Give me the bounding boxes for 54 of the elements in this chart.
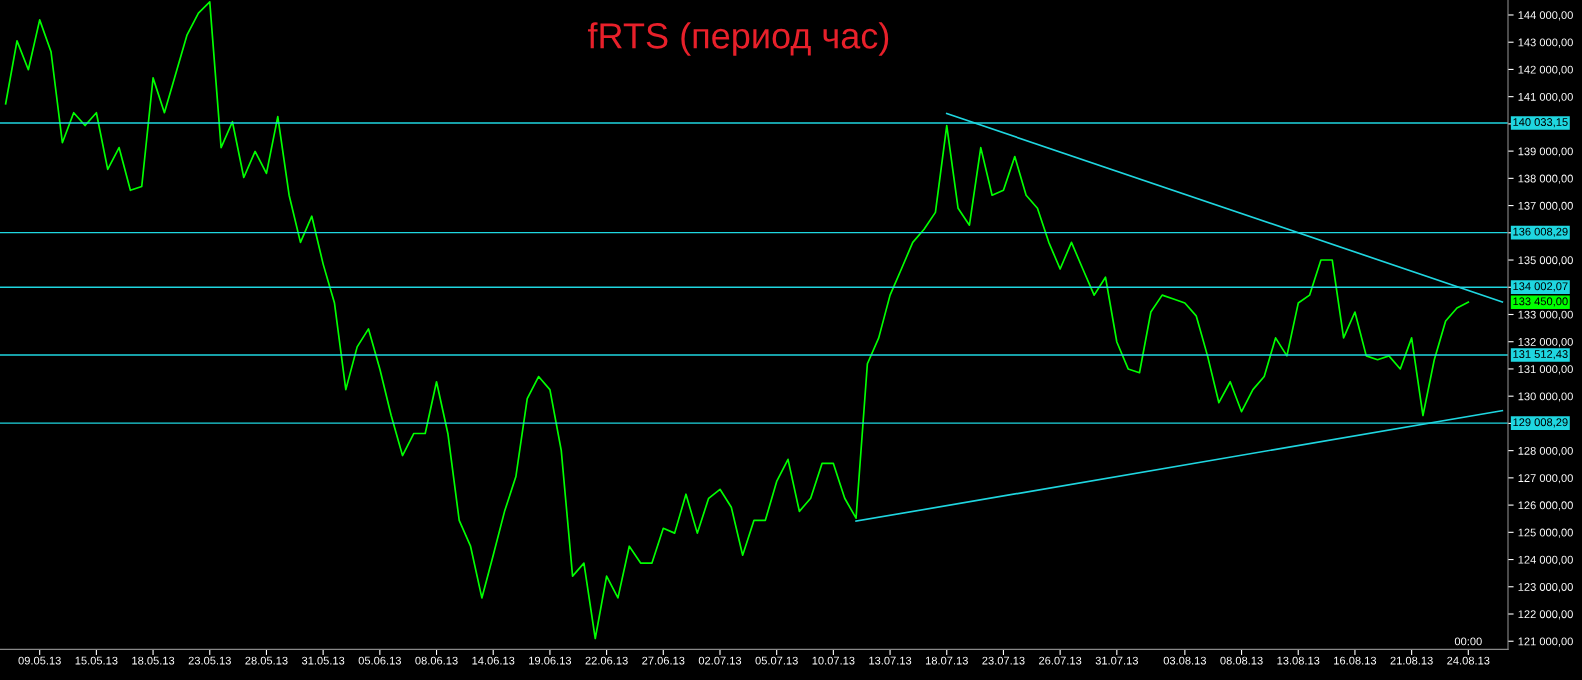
y-tick-label: 127 000,00: [1518, 474, 1573, 484]
x-tick-label: 15.05.13: [75, 656, 118, 665]
x-tick-label: 09.05.13: [18, 656, 61, 665]
x-tick-label: 31.07.13: [1095, 656, 1138, 665]
y-tick-label: 126 000,00: [1518, 501, 1573, 511]
y-tick-label: 124 000,00: [1518, 555, 1573, 565]
y-tick-label: 128 000,00: [1518, 446, 1573, 457]
y-tick-label: 132 000,00: [1518, 337, 1573, 348]
x-tick-label: 26.07.13: [1039, 656, 1082, 665]
x-tick-label: 23.07.13: [982, 656, 1025, 665]
ref-line-label: 134 002,07: [1513, 282, 1568, 292]
y-tick-label: 123 000,00: [1518, 583, 1573, 593]
y-tick-label: 144 000,00: [1518, 11, 1573, 21]
x-tick-label: 13.07.13: [869, 656, 912, 665]
x-tick-label: 14.06.13: [472, 656, 515, 665]
x-tick-label: 10.07.13: [812, 656, 855, 665]
x-tick-label: 23.05.13: [188, 656, 231, 665]
y-tick-label: 133 000,00: [1518, 310, 1573, 320]
x-tick-label: 08.06.13: [415, 656, 458, 665]
y-tick-label: 131 000,00: [1518, 365, 1573, 375]
text: 133 450,00: [1513, 297, 1568, 307]
y-tick-label: 143 000,00: [1518, 38, 1573, 48]
x-tick-label: 18.07.13: [925, 656, 968, 665]
text: fRTS (период час): [587, 22, 889, 56]
ref-line-label: 131 512,43: [1513, 350, 1568, 360]
x-tick-label: 31.05.13: [301, 656, 345, 665]
annotation: 00:00: [1454, 637, 1482, 646]
y-tick-label: 142 000,00: [1518, 65, 1573, 75]
x-tick-label: 13.08.13: [1277, 656, 1320, 665]
x-tick-label: 27.06.13: [642, 656, 685, 665]
x-tick-label: 18.05.13: [132, 656, 175, 665]
y-tick-label: 125 000,00: [1518, 528, 1573, 538]
y-tick-label: 141 000,00: [1518, 92, 1573, 103]
x-tick-label: 28.05.13: [245, 656, 288, 665]
y-tick-label: 121 000,00: [1518, 637, 1573, 647]
ref-line-label: 129 008,29: [1513, 418, 1568, 428]
x-tick-label: 08.08.13: [1220, 656, 1263, 665]
ref-line-label: 140 033,15: [1513, 118, 1568, 128]
y-tick-label: 130 000,00: [1518, 392, 1573, 402]
x-tick-label: 05.07.13: [755, 656, 798, 665]
x-tick-label: 16.08.13: [1334, 656, 1377, 665]
x-tick-label: 24.08.13: [1447, 656, 1490, 665]
x-tick-label: 05.06.13: [358, 656, 401, 665]
y-tick-label: 135 000,00: [1518, 256, 1573, 266]
x-tick-label: 22.06.13: [585, 656, 628, 665]
x-tick-label: 21.08.13: [1390, 656, 1433, 665]
ref-line-label: 136 008,29: [1513, 227, 1568, 237]
x-tick-label: 02.07.13: [698, 656, 742, 665]
y-tick-label: 138 000,00: [1518, 174, 1573, 184]
y-tick-label: 139 000,00: [1518, 147, 1573, 157]
y-tick-label: 137 000,00: [1518, 201, 1573, 212]
x-tick-label: 19.06.13: [529, 656, 572, 665]
y-tick-label: 122 000,00: [1518, 610, 1573, 620]
x-tick-label: 03.08.13: [1163, 656, 1206, 665]
